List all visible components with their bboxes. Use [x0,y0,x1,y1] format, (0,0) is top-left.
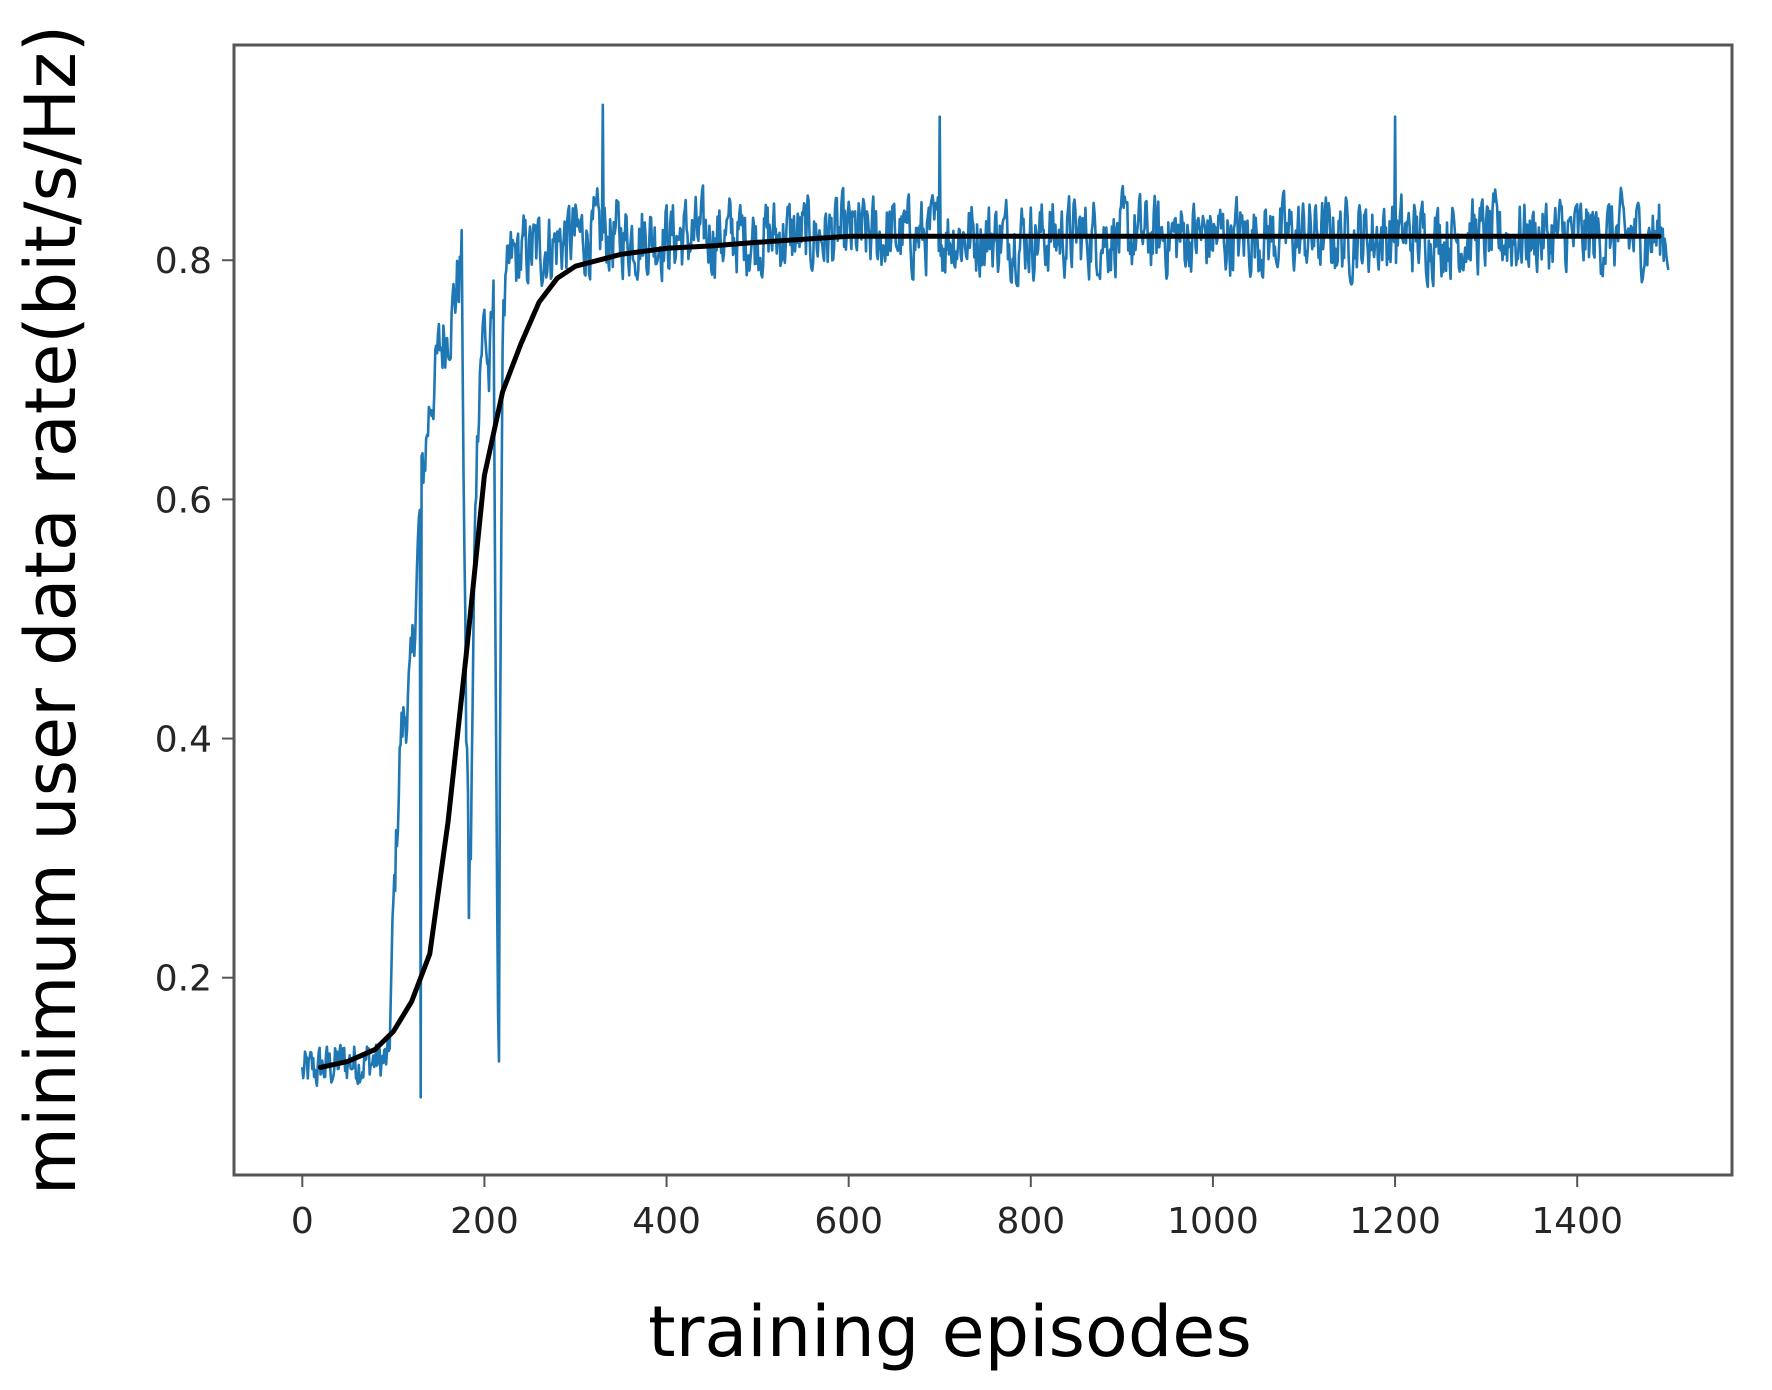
x-tick-label: 1400 [1531,1201,1623,1242]
x-tick-label: 600 [814,1201,883,1242]
x-axis: 0 200 400 600 800 1000 1200 1400 [291,1175,1623,1242]
y-tick-label: 0.4 [155,720,212,761]
x-tick-label: 1000 [1167,1201,1259,1242]
x-tick-label: 400 [632,1201,701,1242]
y-axis-label: minimum user data rate(bit/s/Hz) [10,25,92,1195]
x-tick-label: 200 [450,1201,519,1242]
raw-series-line [301,103,1670,1099]
y-tick-label: 0.2 [155,959,212,1000]
raw-series-layer [301,103,1670,1099]
y-axis: 0.2 0.4 0.6 0.8 [155,241,234,1000]
x-tick-label: 1200 [1349,1201,1441,1242]
x-tick-label: 0 [291,1201,314,1242]
x-axis-label: training episodes [648,1291,1252,1373]
smoothed-series-line [318,233,1662,1070]
y-tick-label: 0.8 [155,241,212,282]
plot-frame [232,43,1734,1177]
y-tick-label: 0.6 [155,480,212,521]
smoothed-series-layer [318,233,1662,1070]
x-tick-label: 800 [996,1201,1065,1242]
